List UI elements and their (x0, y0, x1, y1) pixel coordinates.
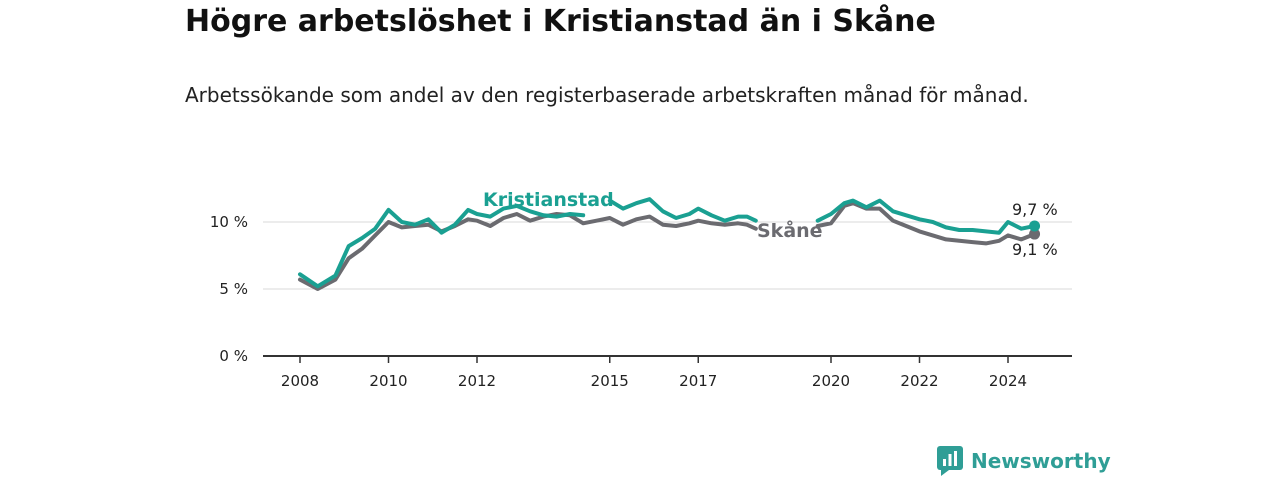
end-value-kristianstad: 9,7 % (1012, 200, 1058, 219)
x-tick-label: 2012 (458, 372, 496, 390)
y-axis-ticks: 0 % 5 % 10 % (210, 213, 248, 365)
end-point-skane (1029, 228, 1041, 240)
series-label-skane: Skåne (757, 218, 823, 242)
x-axis-ticks: 2008 2010 2012 2015 2017 2020 2022 2024 (281, 356, 1027, 390)
y-tick-label: 0 % (219, 347, 248, 365)
series-lines (298, 197, 1041, 291)
x-tick-label: 2015 (591, 372, 629, 390)
gridlines (263, 221, 1072, 290)
y-tick-label: 5 % (219, 280, 248, 298)
series-line-skane (298, 201, 1037, 291)
series-line-kristianstad (298, 197, 1037, 289)
brand-logo: Newsworthy (937, 446, 1111, 476)
end-point-kristianstad (1029, 220, 1041, 232)
x-tick-label: 2024 (989, 372, 1027, 390)
newsworthy-chart-logo-icon (937, 446, 963, 476)
end-value-skane: 9,1 % (1012, 240, 1058, 259)
x-tick-label: 2017 (679, 372, 717, 390)
series-label-kristianstad: Kristianstad (483, 189, 614, 211)
x-tick-label: 2008 (281, 372, 319, 390)
brand-name: Newsworthy (971, 449, 1111, 473)
y-tick-label: 10 % (210, 213, 248, 231)
chart-subtitle: Arbetssökande som andel av den registerb… (185, 83, 1029, 107)
chart-title: Högre arbetslöshet i Kristianstad än i S… (185, 4, 936, 39)
x-tick-label: 2022 (900, 372, 938, 390)
series-labels: Kristianstad Skåne 9,7 % 9,1 % (483, 189, 1058, 259)
x-tick-label: 2010 (369, 372, 407, 390)
x-tick-label: 2020 (812, 372, 850, 390)
